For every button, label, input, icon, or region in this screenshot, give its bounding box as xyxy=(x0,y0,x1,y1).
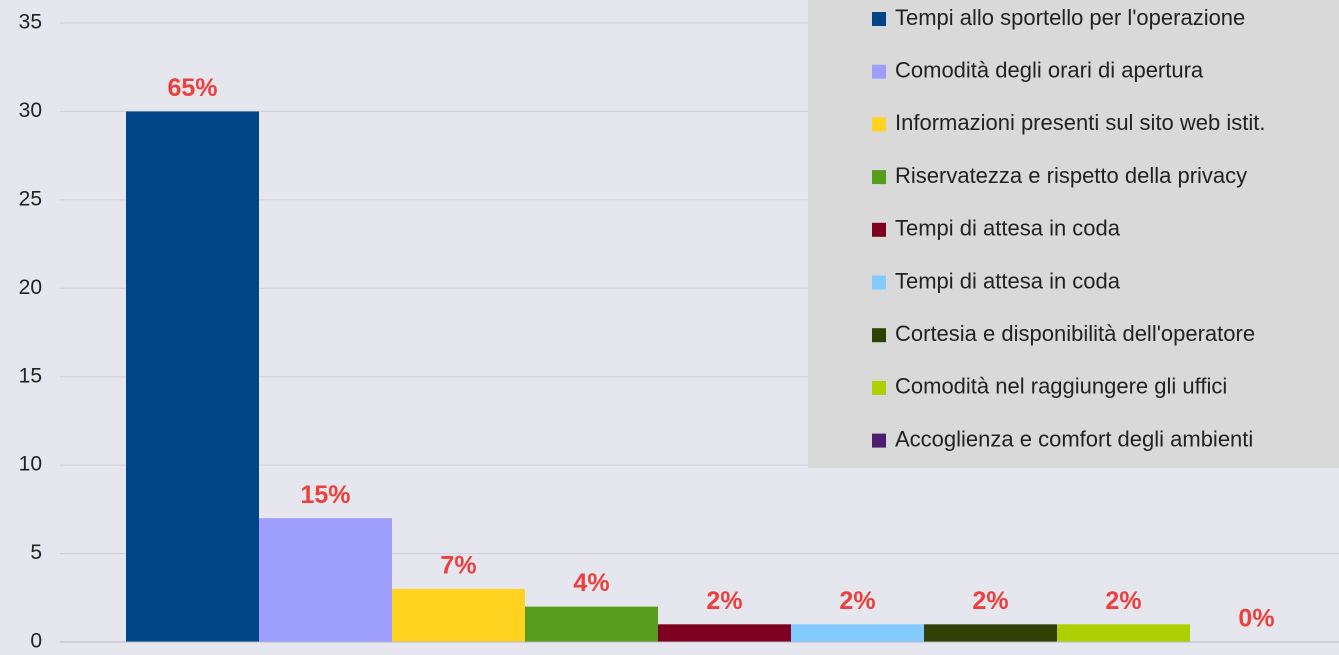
bar xyxy=(525,606,658,642)
legend-label: Cortesia e disponibilità dell'operatore xyxy=(895,321,1255,346)
legend-swatch xyxy=(872,64,886,79)
bar xyxy=(658,624,791,642)
y-tick-label: 15 xyxy=(19,364,42,387)
legend-swatch xyxy=(872,328,886,343)
legend-label: Comodità degli orari di apertura xyxy=(895,58,1204,83)
legend-swatch xyxy=(872,117,886,132)
legend-box xyxy=(808,0,1339,468)
legend-swatch xyxy=(872,380,886,395)
legend-swatch xyxy=(872,433,886,448)
legend-swatch xyxy=(872,170,886,185)
legend-label: Tempi di attesa in coda xyxy=(895,216,1121,241)
legend-swatch xyxy=(872,275,886,290)
data-label: 7% xyxy=(440,552,476,580)
data-label: 2% xyxy=(1105,587,1141,615)
legend-label: Tempi di attesa in coda xyxy=(895,268,1121,293)
legend-swatch xyxy=(872,12,886,26)
legend-swatch xyxy=(872,222,886,237)
data-label: 0% xyxy=(1238,605,1274,633)
y-tick-label: 10 xyxy=(19,453,42,476)
data-label: 15% xyxy=(300,481,350,509)
legend-label: Riservatezza e rispetto della privacy xyxy=(895,163,1247,188)
data-label: 2% xyxy=(839,587,875,615)
bar xyxy=(791,624,924,642)
data-label: 65% xyxy=(167,74,217,102)
y-tick-label: 5 xyxy=(30,541,42,564)
y-tick-label: 35 xyxy=(19,11,42,34)
bar xyxy=(126,111,259,642)
y-tick-label: 20 xyxy=(19,276,42,299)
bar xyxy=(924,624,1057,642)
y-tick-label: 30 xyxy=(19,99,42,122)
legend-label: Tempi allo sportello per l'operazione xyxy=(895,5,1245,30)
data-label: 2% xyxy=(706,587,742,615)
data-label: 4% xyxy=(573,569,609,597)
bar xyxy=(392,588,525,642)
y-tick-label: 0 xyxy=(30,630,42,653)
bar xyxy=(259,518,392,642)
bar xyxy=(1057,624,1190,642)
y-tick-label: 25 xyxy=(19,187,42,210)
data-label: 2% xyxy=(972,587,1008,615)
legend-label: Informazioni presenti sul sito web istit… xyxy=(895,110,1266,135)
legend-label: Comodità nel raggiungere gli uffici xyxy=(895,374,1227,399)
legend-label: Accoglienza e comfort degli ambienti xyxy=(895,426,1253,451)
